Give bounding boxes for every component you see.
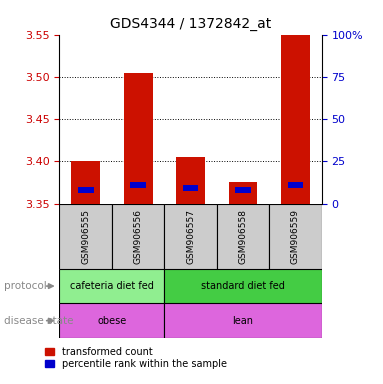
Bar (269, 204, 322, 269)
Text: standard diet fed: standard diet fed (201, 281, 285, 291)
Bar (281, 35, 310, 204)
Bar (130, 182, 146, 188)
Text: obese: obese (97, 316, 126, 326)
Text: GSM906557: GSM906557 (186, 209, 195, 264)
Bar (176, 157, 205, 204)
Text: cafeteria diet fed: cafeteria diet fed (70, 281, 154, 291)
Bar (235, 187, 251, 194)
Text: GSM906558: GSM906558 (239, 209, 247, 264)
Legend: transformed count, percentile rank within the sample: transformed count, percentile rank withi… (45, 347, 227, 369)
Text: protocol: protocol (4, 281, 47, 291)
Text: GSM906559: GSM906559 (291, 209, 300, 264)
Bar (71, 161, 100, 204)
Title: GDS4344 / 1372842_at: GDS4344 / 1372842_at (110, 17, 271, 31)
Bar (164, 269, 322, 303)
Text: disease state: disease state (4, 316, 73, 326)
Bar (59, 269, 164, 303)
Bar (164, 204, 217, 269)
Bar (59, 204, 112, 269)
Text: GSM906556: GSM906556 (134, 209, 142, 264)
Bar (229, 182, 257, 204)
Text: GSM906555: GSM906555 (81, 209, 90, 264)
Bar (124, 73, 152, 204)
Bar (164, 303, 322, 338)
Bar (288, 182, 303, 188)
Text: lean: lean (232, 316, 254, 326)
Bar (78, 187, 93, 194)
Bar (183, 185, 198, 191)
Bar (217, 204, 269, 269)
Bar (59, 303, 164, 338)
Bar (112, 204, 164, 269)
